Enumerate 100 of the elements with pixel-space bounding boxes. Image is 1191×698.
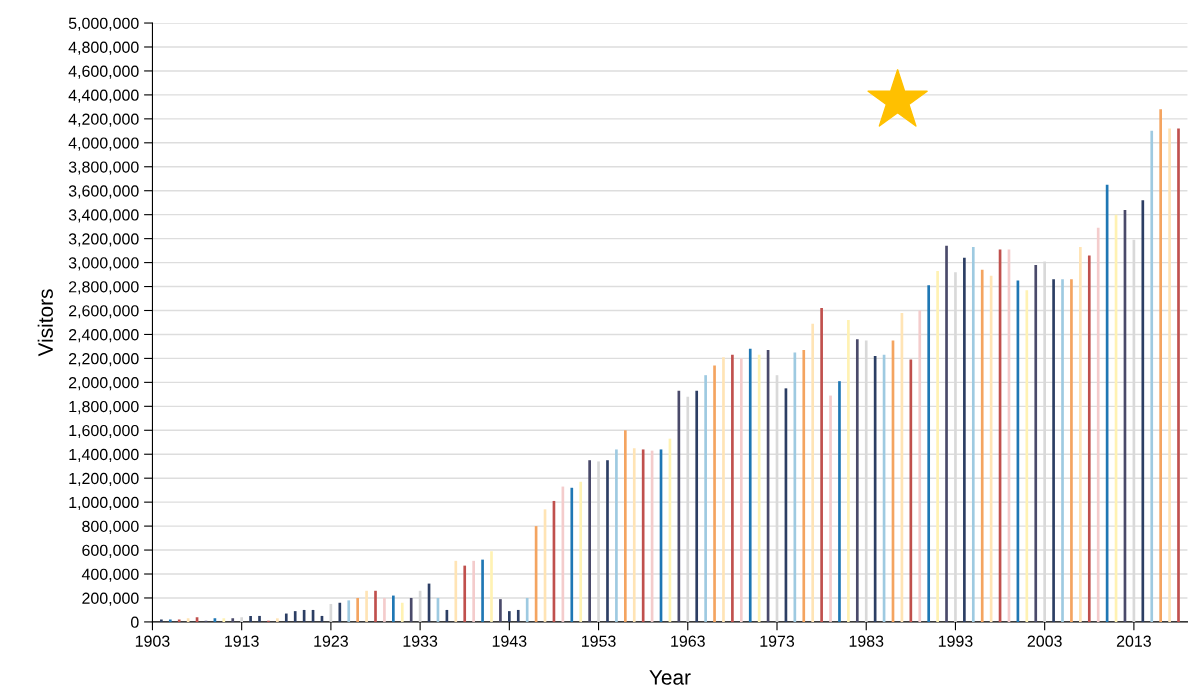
bar [820,308,823,622]
bar [918,310,922,622]
bar [222,618,226,622]
bar [704,375,707,622]
x-tick-label: 1943 [492,635,527,647]
x-tick-label: 1923 [314,635,348,647]
y-tick-label: 1,600,000 [69,424,139,439]
bar [284,613,288,622]
x-tick-label: 1903 [135,635,170,647]
bar [508,611,511,622]
bar [963,257,966,622]
y-tick-label: 3,400,000 [68,209,139,223]
bar [231,618,235,622]
bar [481,559,484,622]
bar [490,551,493,622]
bar [499,599,502,622]
x-tick-label: 1993 [938,635,973,647]
x-tick-label: 1933 [403,635,438,647]
bar [847,320,850,622]
bar [240,617,244,622]
bar [829,395,832,622]
bar [615,449,618,622]
bar [1025,290,1029,622]
bar [579,481,583,622]
bar [1141,200,1145,622]
bar [454,560,458,622]
bar [392,595,395,622]
y-tick-label: 0 [131,616,139,628]
bar [1168,128,1171,622]
bar [293,611,297,622]
y-tick-label: 400,000 [81,568,139,582]
y-tick-label: 2,400,000 [69,329,139,343]
bar [338,602,342,622]
bar [945,245,948,622]
x-axis-title: Year [649,670,691,685]
y-tick-label: 4,400,000 [68,89,139,103]
y-tick-label: 2,200,000 [69,353,139,367]
x-tick-label: 1983 [849,635,884,647]
y-tick-label: 3,000,000 [68,257,139,271]
y-axis-title: Visitors [37,289,53,357]
bar [739,358,743,622]
bar [374,590,377,622]
bar [748,348,752,622]
y-tick-label: 2,800,000 [69,281,139,295]
y-tick-label: 5,000,000 [68,17,139,31]
bar [980,269,984,622]
bar [632,448,636,622]
bar [160,619,163,622]
bar [802,350,806,622]
x-tick-label: 1963 [671,635,705,647]
bar [838,381,841,622]
bar [971,247,975,622]
bar [855,339,859,622]
bar [356,597,359,622]
x-tick-label: 2003 [1027,635,1062,647]
y-tick-label: 4,200,000 [68,113,139,127]
bar [731,354,734,622]
bar [258,615,261,622]
bar [249,615,252,622]
bar [347,600,351,622]
bar [713,365,716,622]
bar [365,590,368,622]
x-tick-label: 2013 [1116,635,1151,647]
y-tick-label: 4,600,000 [68,65,139,79]
y-tick-label: 200,000 [82,592,139,606]
bar [722,357,725,622]
x-tick-label: 1953 [582,635,616,647]
bar [1070,279,1073,622]
bar [909,359,913,622]
bar [1079,247,1082,622]
bar [936,270,939,622]
x-tick-label: 1973 [760,635,795,647]
bar [606,460,609,622]
bar [516,609,520,622]
bar [168,619,172,622]
x-tick-label: 1913 [225,635,259,647]
y-tick-label: 2,000,000 [69,377,139,391]
bar [1061,279,1064,622]
y-tick-label: 3,200,000 [68,233,139,247]
bar [472,560,475,622]
bar [570,487,574,622]
bar [525,597,529,622]
bar [1052,279,1055,622]
y-tick-label: 1,400,000 [69,448,139,463]
bar [463,565,467,622]
bar [1096,227,1100,622]
bar [276,618,279,622]
bar [1159,109,1162,622]
y-tick-label: 1,800,000 [69,400,139,415]
y-tick-label: 4,800,000 [68,41,139,55]
bar [641,449,645,622]
bar [400,602,404,622]
bar [1087,255,1091,622]
bar [811,323,815,622]
y-tick-label: 600,000 [82,544,139,558]
y-tick-label: 3,600,000 [68,185,139,199]
bar [927,285,931,622]
bar [623,430,627,622]
y-tick-label: 1,000,000 [69,496,139,510]
bar [1150,130,1154,622]
